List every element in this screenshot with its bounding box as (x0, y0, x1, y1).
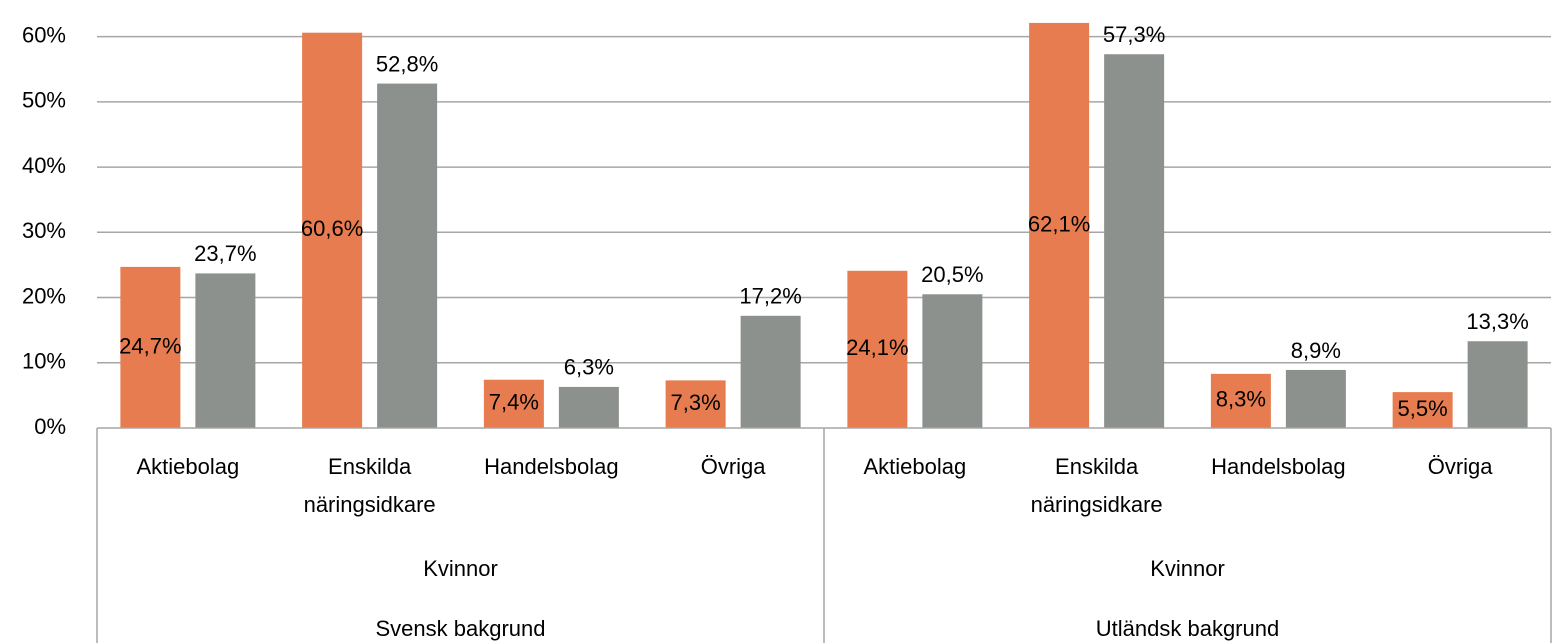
x-tick-label: Aktiebolag (863, 454, 967, 479)
bar (1467, 341, 1528, 428)
data-label: 62,1% (1028, 211, 1090, 236)
data-label: 7,3% (671, 390, 721, 415)
bar (1029, 22, 1090, 428)
bar (195, 273, 256, 428)
bar (558, 386, 619, 428)
y-tick-label: 30% (22, 218, 66, 243)
x-tick-label: Enskilda näringsidkare (303, 454, 436, 517)
data-label: 57,3% (1103, 22, 1165, 47)
bar (1392, 392, 1453, 428)
bar (847, 270, 908, 428)
group-label: Kvinnor (1150, 556, 1225, 581)
data-label: 60,6% (301, 216, 363, 241)
bar (120, 266, 181, 428)
bar (1210, 373, 1271, 428)
y-tick-label: 10% (22, 349, 66, 374)
data-label: 13,3% (1466, 309, 1528, 334)
data-label: 24,7% (119, 333, 181, 358)
x-tick-label: Enskilda näringsidkare (1030, 454, 1163, 517)
y-tick-label: 40% (22, 153, 66, 178)
bar (740, 315, 801, 428)
x-tick-label: Handelsbolag (484, 454, 619, 479)
data-label: 23,7% (194, 241, 256, 266)
bar (483, 379, 544, 428)
y-tick-label: 20% (22, 283, 66, 308)
x-tick-label: Aktiebolag (136, 454, 240, 479)
data-label: 8,9% (1291, 338, 1341, 363)
bar (302, 32, 363, 428)
y-tick-label: 50% (22, 88, 66, 113)
bar (1285, 369, 1346, 428)
data-label: 5,5% (1398, 396, 1448, 421)
x-tick-label: Handelsbolag (1211, 454, 1346, 479)
bar (1104, 54, 1165, 428)
data-label: 52,8% (376, 51, 438, 76)
x-tick-label: Övriga (1427, 454, 1493, 479)
group-label: Svensk bakgrund (376, 616, 546, 641)
data-label: 6,3% (564, 355, 614, 380)
data-label: 17,2% (739, 284, 801, 309)
x-tick-label: Övriga (700, 454, 766, 479)
data-label: 8,3% (1216, 387, 1266, 412)
group-label: Utländsk bakgrund (1096, 616, 1279, 641)
y-tick-label: 0% (34, 414, 66, 439)
bar (377, 83, 438, 428)
data-label: 24,1% (846, 335, 908, 360)
group-label: Kvinnor (423, 556, 498, 581)
bar (665, 380, 726, 428)
data-label: 20,5% (921, 262, 983, 287)
y-tick-label: 60% (22, 22, 66, 47)
data-label: 7,4% (489, 390, 539, 415)
bar (922, 294, 983, 428)
